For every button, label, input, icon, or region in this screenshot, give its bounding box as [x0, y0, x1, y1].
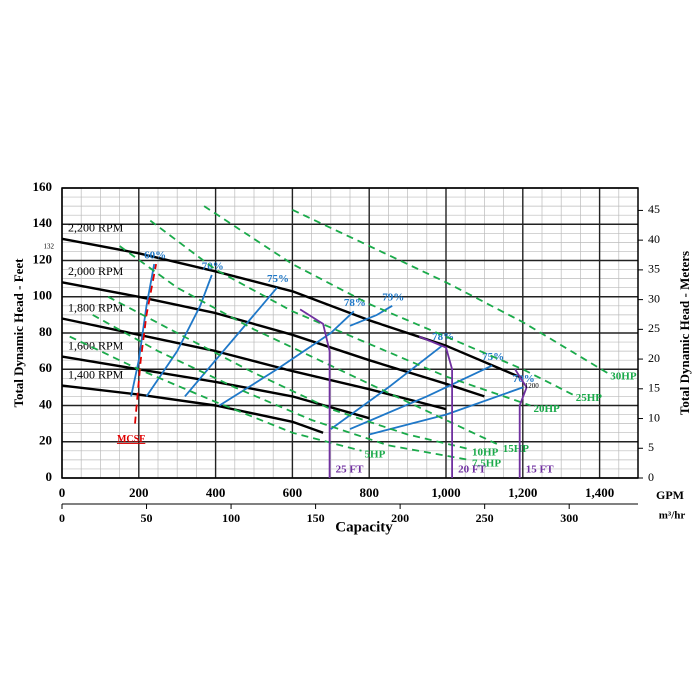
y2-axis-title: Total Dynamic Head - Meters: [677, 251, 692, 415]
series-label: 10HP: [472, 447, 499, 459]
series-line: [107, 296, 470, 450]
y2-tick-label: 40: [648, 232, 660, 246]
series-label: 78%: [344, 297, 366, 309]
y2-tick-label: 20: [648, 351, 660, 365]
y2-tick-label: 15: [648, 381, 660, 395]
series-line: [203, 205, 574, 396]
series-line: [130, 263, 156, 397]
series-line: [61, 355, 370, 420]
y-tick-label: 80: [39, 324, 52, 339]
x-tick-label: 1,400: [585, 485, 614, 500]
series-label: 20 FT: [458, 464, 486, 476]
y-axis-title: Total Dynamic Head - Feet: [11, 258, 26, 408]
series-label: 15 FT: [526, 464, 554, 476]
x2-tick-label: 150: [307, 511, 325, 525]
series-label: 1,400 RPM: [68, 367, 124, 381]
series-line: [349, 305, 393, 327]
x-tick-label: 200: [129, 485, 149, 500]
series-label: 20HP: [533, 403, 560, 415]
series-line: [514, 368, 528, 478]
series-label: 5HP: [365, 448, 386, 460]
x2-tick-label: 250: [476, 511, 494, 525]
y2-tick-label: 0: [648, 470, 654, 484]
annotation: 1200: [525, 382, 540, 390]
y2-tick-label: 35: [648, 262, 660, 276]
series-line: [418, 335, 453, 478]
y-tick-label: 100: [33, 288, 53, 303]
x2-tick-label: 200: [391, 511, 409, 525]
series-line: [61, 384, 324, 434]
series-line: [92, 314, 470, 461]
series-label: 75%: [267, 273, 289, 285]
x-tick-label: 0: [59, 485, 66, 500]
series-label: 78%: [432, 331, 454, 343]
series-line: [69, 335, 362, 452]
series-line: [145, 274, 213, 397]
x-tick-label: 1,000: [431, 485, 460, 500]
y-tick-label: 60: [39, 360, 52, 375]
x-tick-label: 1,200: [508, 485, 537, 500]
x-tick-label: 800: [359, 485, 379, 500]
x-unit: GPM: [656, 488, 684, 502]
y-tick-label: 120: [33, 251, 53, 266]
y-tick-label: 160: [33, 179, 53, 194]
y2-tick-label: 10: [648, 410, 660, 424]
series-line: [61, 237, 524, 380]
series-line: [149, 219, 531, 407]
series-line: [368, 386, 524, 436]
x2-unit: m³/hr: [659, 510, 686, 522]
series-label: 25HP: [576, 392, 603, 404]
plot-border: [61, 187, 639, 479]
series-label: 30HP: [610, 370, 637, 382]
series-line: [299, 308, 331, 478]
y2-tick-label: 45: [648, 202, 660, 216]
y2-tick-label: 25: [648, 321, 660, 335]
annotation: 132: [44, 242, 55, 250]
x-tick-label: 600: [283, 485, 303, 500]
series-line: [134, 263, 157, 424]
y2-tick-label: 30: [648, 291, 660, 305]
y2-tick-label: 5: [648, 440, 654, 454]
series-label: 1,600 RPM: [68, 338, 124, 352]
y-tick-label: 40: [39, 396, 52, 411]
series-label: 60%: [144, 250, 166, 262]
y-tick-label: 140: [33, 215, 53, 230]
y-tick-label: 0: [46, 469, 53, 484]
series-line: [61, 281, 485, 398]
x2-tick-label: 300: [560, 511, 578, 525]
series-label: 2,000 RPM: [68, 264, 124, 278]
x2-tick-label: 50: [141, 511, 153, 525]
series-label: 7.5HP: [472, 457, 501, 469]
series-line: [292, 208, 608, 374]
series-label: MCSF: [117, 434, 145, 445]
series-line: [218, 310, 355, 407]
x2-tick-label: 0: [59, 511, 65, 525]
x2-tick-label: 100: [222, 511, 240, 525]
y-tick-label: 20: [39, 433, 52, 448]
series-line: [349, 364, 493, 430]
series-label: 2,200 RPM: [68, 221, 124, 235]
series-label: 25 FT: [336, 464, 364, 476]
series-label: 79%: [382, 291, 404, 303]
series-label: 1,800 RPM: [68, 300, 124, 314]
x-axis-title: Capacity: [335, 519, 393, 535]
x-tick-label: 400: [206, 485, 226, 500]
series-label: 15HP: [503, 443, 530, 455]
